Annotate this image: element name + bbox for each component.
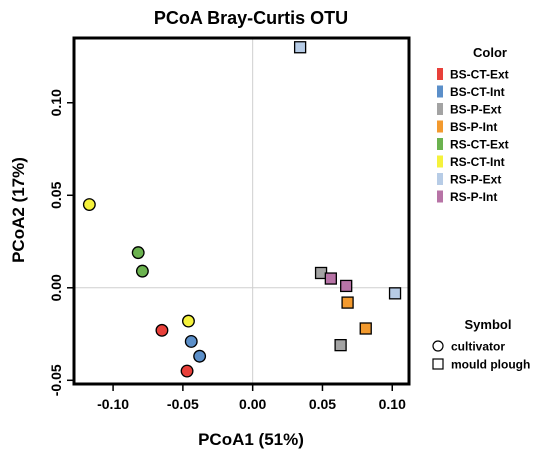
legend-symbol-label: cultivator xyxy=(451,340,505,354)
legend-swatch-RS-P-Int xyxy=(437,190,443,203)
x-tick-label: -0.10 xyxy=(97,396,129,412)
x-axis-title: PCoA1 (51%) xyxy=(198,430,304,449)
legend-label-RS-P-Ext: RS-P-Ext xyxy=(450,173,501,187)
color-legend: BS-CT-Ext BS-CT-Int BS-P-Ext BS-P-Int RS-CT-… xyxy=(437,68,509,204)
legend-swatch-RS-CT-Int xyxy=(437,155,443,168)
point-RS-P-Ext xyxy=(293,41,307,54)
legend-label-BS-CT-Int: BS-CT-Int xyxy=(450,85,505,99)
legend-label-RS-P-Int: RS-P-Int xyxy=(450,190,497,204)
x-tick-label: 0.05 xyxy=(309,396,336,412)
legend-label-BS-P-Int: BS-P-Int xyxy=(450,120,497,134)
point-RS-CT-Ext xyxy=(135,264,149,278)
point-RS-CT-Ext xyxy=(131,246,145,260)
point-RS-CT-Int xyxy=(82,198,96,211)
y-tick-label: 0.05 xyxy=(48,181,64,208)
legend-swatch-RS-P-Ext xyxy=(437,173,443,185)
symbol-legend-title: Symbol xyxy=(465,317,512,332)
legend-swatch-BS-CT-Int xyxy=(437,85,443,98)
y-tick-label: 0.00 xyxy=(48,274,64,301)
x-axis: -0.10 -0.05 0.00 0.05 0.10 xyxy=(97,384,406,412)
legend-label-BS-P-Ext: BS-P-Ext xyxy=(450,103,501,117)
point-RS-P-Int xyxy=(324,272,337,285)
data-points xyxy=(82,41,402,378)
point-BS-CT-Int xyxy=(184,334,198,348)
point-BS-CT-Ext xyxy=(155,323,169,337)
legend-swatch-BS-CT-Ext xyxy=(437,68,443,80)
legend-swatch-BS-P-Ext xyxy=(437,103,443,115)
legend-swatch-RS-CT-Ext xyxy=(437,138,443,150)
legend-symbol-square xyxy=(432,358,444,370)
point-RS-P-Int xyxy=(340,279,353,293)
point-BS-P-Int xyxy=(341,296,354,309)
symbol-legend: cultivator mould plough xyxy=(432,340,530,372)
y-axis-title: PCoA2 (17%) xyxy=(9,157,28,263)
x-tick-label: 0.10 xyxy=(379,396,406,412)
x-tick-label: -0.05 xyxy=(167,396,199,412)
point-BS-P-Int xyxy=(359,322,372,335)
legend-label-RS-CT-Int: RS-CT-Int xyxy=(450,155,505,169)
legend-label-RS-CT-Ext: RS-CT-Ext xyxy=(450,138,509,152)
point-RS-CT-Int xyxy=(182,314,195,328)
point-BS-CT-Int xyxy=(193,349,207,363)
y-tick-label: 0.10 xyxy=(48,89,64,116)
chart-title: PCoA Bray-Curtis OTU xyxy=(154,8,348,28)
legend-symbol-label: mould plough xyxy=(451,358,530,372)
legend-label-BS-CT-Ext: BS-CT-Ext xyxy=(450,68,509,82)
reference-lines xyxy=(74,38,409,384)
point-BS-P-Ext xyxy=(334,338,347,352)
y-axis: -0.05 0.00 0.05 0.10 xyxy=(48,89,74,396)
point-BS-CT-Ext xyxy=(180,364,194,378)
color-legend-title: Color xyxy=(473,45,507,60)
plot-frame xyxy=(72,36,411,386)
legend-symbol-circle xyxy=(432,340,444,352)
y-tick-label: -0.05 xyxy=(48,364,64,396)
legend-swatch-BS-P-Int xyxy=(437,120,443,133)
point-RS-P-Ext xyxy=(388,287,402,300)
x-tick-label: 0.00 xyxy=(239,396,266,412)
